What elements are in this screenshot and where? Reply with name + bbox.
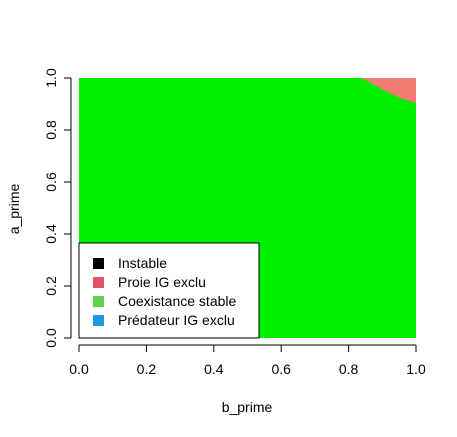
y-tick-label: 0.2	[43, 276, 59, 296]
y-tick-label: 0.8	[43, 120, 59, 140]
y-tick-label: 0.0	[43, 328, 59, 348]
legend-label: Instable	[118, 255, 167, 271]
x-tick-label: 0.8	[339, 361, 359, 377]
x-tick-label: 0.0	[69, 361, 89, 377]
y-tick-label: 0.4	[43, 224, 59, 244]
y-tick-label: 0.6	[43, 172, 59, 192]
legend-swatch	[93, 258, 104, 269]
y-tick-label: 1.0	[43, 68, 59, 88]
legend-label: Coexistance stable	[118, 293, 237, 309]
legend-box	[78, 242, 260, 339]
legend-label: Prédateur IG exclu	[118, 312, 235, 328]
x-tick-label: 0.2	[137, 361, 157, 377]
x-axis-label: b_prime	[222, 399, 273, 415]
legend-swatch	[93, 277, 104, 288]
legend-swatch	[93, 296, 104, 307]
legend-swatch	[93, 315, 104, 326]
legend: Instable Proie IG exclu Coexistance stable…	[78, 242, 260, 339]
axes: 0.0 0.2 0.4 0.6 0.8 1.0 0.0 0.2 0.4 0.6 0.8 1.0	[43, 68, 426, 377]
y-axis-label: a_prime	[6, 184, 22, 235]
x-tick-label: 0.6	[271, 361, 291, 377]
legend-label: Proie IG exclu	[118, 274, 206, 290]
region-proie-ig-exclu	[362, 78, 416, 103]
x-tick-label: 1.0	[406, 361, 426, 377]
x-tick-label: 0.4	[204, 361, 224, 377]
